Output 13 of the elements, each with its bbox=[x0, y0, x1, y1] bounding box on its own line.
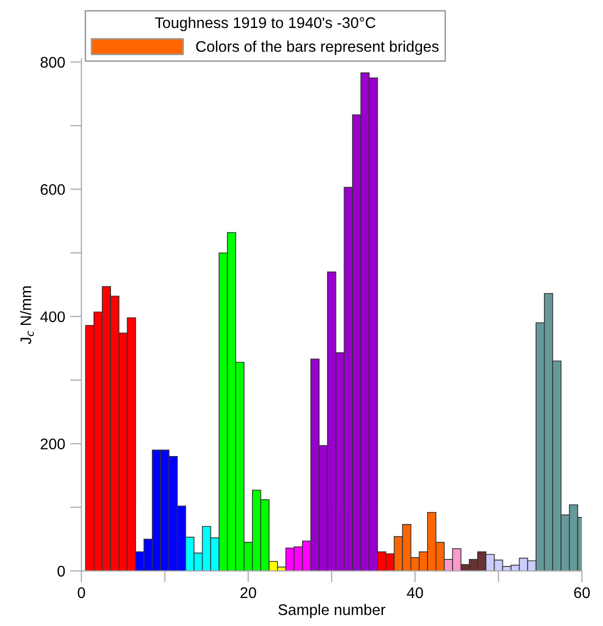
x-tick-label: 40 bbox=[406, 587, 423, 598]
legend-title: Toughness 1919 to 1940's -30°C bbox=[154, 16, 376, 32]
y-tick-label: 0 bbox=[58, 566, 65, 577]
x-tick-label: 0 bbox=[78, 587, 86, 598]
x-tick-label: 20 bbox=[240, 587, 256, 598]
y-tick-label: 800 bbox=[40, 56, 65, 68]
y-tick-label: 400 bbox=[40, 311, 65, 322]
y-tick-label: 600 bbox=[40, 184, 65, 195]
x-tick-label: 60 bbox=[574, 587, 590, 598]
y-tick-label: 200 bbox=[40, 438, 65, 450]
y-axis-title: J$_{c}$ N/mm bbox=[20, 286, 34, 344]
x-axis-title: Sample number bbox=[278, 604, 386, 618]
text: Colors of the bars represent bridges bbox=[196, 40, 439, 55]
